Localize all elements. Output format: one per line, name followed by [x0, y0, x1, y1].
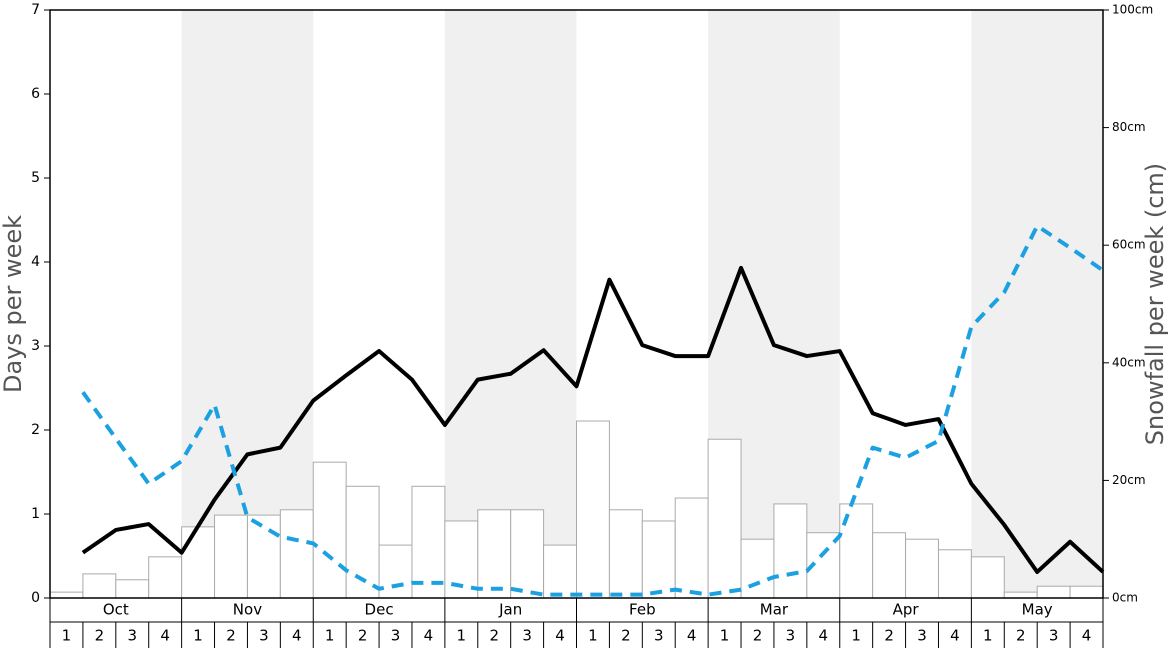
week-label: 3: [259, 627, 269, 645]
week-label: 2: [1016, 627, 1026, 645]
bar: [49, 591, 84, 599]
week-label: 1: [325, 627, 335, 645]
month-label: Dec: [365, 601, 394, 619]
week-label: 4: [950, 627, 960, 645]
week-label: 3: [917, 627, 927, 645]
bar: [970, 556, 1005, 599]
month-label: May: [1022, 601, 1053, 619]
week-label: 4: [687, 627, 697, 645]
bar: [148, 556, 183, 599]
bar: [773, 503, 808, 599]
week-label: 1: [851, 627, 861, 645]
month-label: Jan: [498, 601, 522, 619]
y2-tick-label: 60cm: [1112, 238, 1146, 252]
y-tick-label: 4: [31, 254, 40, 270]
month-label: Mar: [760, 601, 789, 619]
y2-tick-label: 20cm: [1112, 473, 1146, 487]
bar: [674, 497, 709, 599]
y-tick-label: 0: [31, 590, 40, 606]
bar: [1069, 585, 1104, 599]
bar: [1036, 585, 1071, 599]
y2-axis-label: Snowfall per week (cm): [1141, 163, 1168, 445]
month-band: [181, 10, 314, 598]
bar: [937, 549, 972, 599]
y2-tick-label: 0cm: [1112, 591, 1138, 605]
bar: [411, 485, 446, 599]
week-label: 1: [588, 627, 598, 645]
week-label: 2: [489, 627, 499, 645]
week-label: 4: [1082, 627, 1092, 645]
week-label: 4: [160, 627, 170, 645]
week-label: 2: [884, 627, 894, 645]
week-label: 3: [786, 627, 796, 645]
week-label: 4: [555, 627, 565, 645]
bar: [543, 544, 577, 599]
week-label: 2: [95, 627, 105, 645]
bar: [905, 538, 939, 599]
month-label: Apr: [893, 601, 920, 619]
y-tick-label: 3: [31, 338, 40, 354]
y-tick-label: 6: [31, 86, 40, 102]
y-tick-label: 7: [31, 2, 40, 18]
bar: [214, 514, 248, 599]
week-label: 3: [654, 627, 664, 645]
week-label: 4: [424, 627, 434, 645]
week-label: 4: [292, 627, 302, 645]
bar: [576, 420, 610, 599]
bar: [279, 509, 314, 599]
bar: [740, 538, 775, 599]
bar: [510, 509, 545, 599]
bar: [641, 520, 676, 599]
week-label: 1: [720, 627, 730, 645]
y-tick-label: 2: [31, 422, 40, 438]
bar: [82, 573, 117, 599]
bar: [181, 526, 216, 599]
bar: [378, 544, 413, 599]
month-label: Nov: [233, 601, 262, 619]
bar: [707, 438, 742, 599]
y-axis-label: Days per week: [0, 215, 27, 393]
bar: [1003, 591, 1038, 599]
bar: [608, 509, 643, 599]
y2-tick-label: 40cm: [1112, 355, 1146, 369]
line-series: [81, 265, 1105, 574]
week-label: 1: [983, 627, 993, 645]
y-tick-label: 1: [31, 506, 40, 522]
week-label: 2: [753, 627, 763, 645]
month-band: [444, 10, 577, 598]
bar: [115, 579, 150, 599]
month-label: Oct: [103, 601, 129, 619]
week-label: 2: [621, 627, 631, 645]
bar: [246, 514, 281, 599]
bar: [872, 532, 907, 599]
week-label: 3: [522, 627, 532, 645]
week-label: 1: [457, 627, 467, 645]
week-label: 3: [391, 627, 401, 645]
bar: [477, 509, 512, 599]
week-label: 3: [127, 627, 137, 645]
line-series: [81, 223, 1105, 597]
week-label: 4: [819, 627, 829, 645]
y-tick-label: 5: [31, 170, 40, 186]
week-label: 1: [193, 627, 203, 645]
week-label: 2: [226, 627, 236, 645]
week-label: 2: [358, 627, 368, 645]
y2-tick-label: 100cm: [1112, 3, 1153, 17]
month-label: Feb: [629, 601, 656, 619]
bar: [312, 461, 347, 599]
week-label: 3: [1049, 627, 1059, 645]
y2-tick-label: 80cm: [1112, 120, 1146, 134]
week-label: 1: [62, 627, 72, 645]
